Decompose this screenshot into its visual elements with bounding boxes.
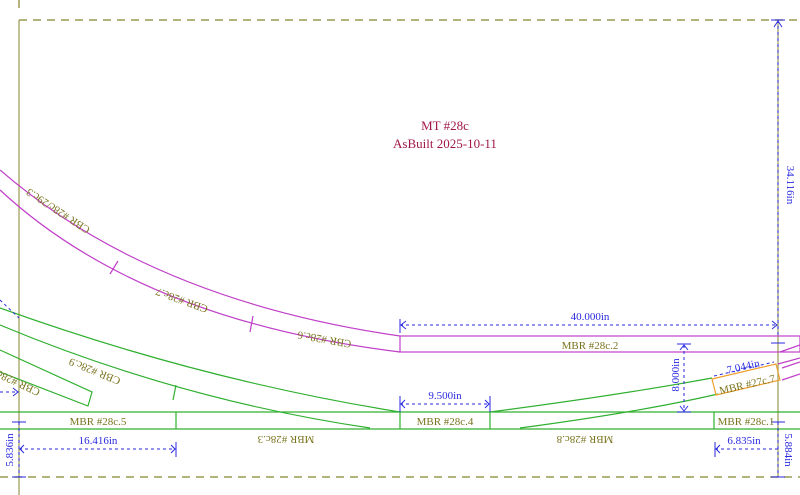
dim-label-right-height: 5.884in <box>782 433 794 467</box>
green-track-cbr <box>0 307 719 429</box>
dimension-7in <box>713 361 775 377</box>
label-mbr-28c-3: MBR #28c.3 <box>257 433 314 445</box>
dimension-height-total <box>771 19 785 336</box>
label-mbr-28c-5: MBR #28c.5 <box>70 416 127 428</box>
dim-label-8in: 8.000in <box>670 358 682 392</box>
label-mbr-28c-8: MBR #28c.8 <box>556 433 613 445</box>
dimension-left-height <box>12 421 26 478</box>
dimension-right-height <box>771 421 785 478</box>
label-cbr-28c-9: CBR #28c.9 <box>67 355 122 387</box>
label-mbr-28c-1: MBR #28c.1 <box>718 416 775 428</box>
left-edge-arrows <box>0 299 20 397</box>
dim-label-left-height: 5.836in <box>4 433 16 467</box>
label-cbr-28c-left: CBR #28c <box>0 367 42 397</box>
dimension-16in <box>19 442 177 457</box>
drawing-title: MT #28c <box>421 118 469 133</box>
dimension-9-5in <box>399 396 491 412</box>
dim-label-7in: 7.044in <box>726 357 762 376</box>
label-cbr-28c29c-3: CBR #28c/29c.3 <box>24 185 92 235</box>
pink-track-cbr <box>0 169 800 369</box>
dimension-6in <box>714 442 778 457</box>
dim-label-height-total: 34.116in <box>784 166 796 205</box>
label-cbr-28c-7: CBR #28c.7 <box>154 285 210 315</box>
orange-track-mbr-27c7 <box>711 357 800 396</box>
dimension-8in <box>677 343 691 413</box>
label-mbr-28c-2: MBR #28c.2 <box>562 340 619 352</box>
dim-label-9-5in: 9.500in <box>428 390 462 402</box>
dimension-40in <box>399 319 785 344</box>
label-mbr-28c-4: MBR #28c.4 <box>417 416 474 428</box>
dim-label-16in: 16.416in <box>79 435 118 447</box>
dim-label-6in: 6.835in <box>727 435 761 447</box>
dim-label-40in: 40.000in <box>571 311 610 323</box>
label-mbr-27c-7: MBR #27c.7 <box>718 373 777 398</box>
drawing-subtitle: AsBuilt 2025-10-11 <box>393 136 497 151</box>
label-cbr-28c-6: CBR #28c.6 <box>296 328 352 349</box>
